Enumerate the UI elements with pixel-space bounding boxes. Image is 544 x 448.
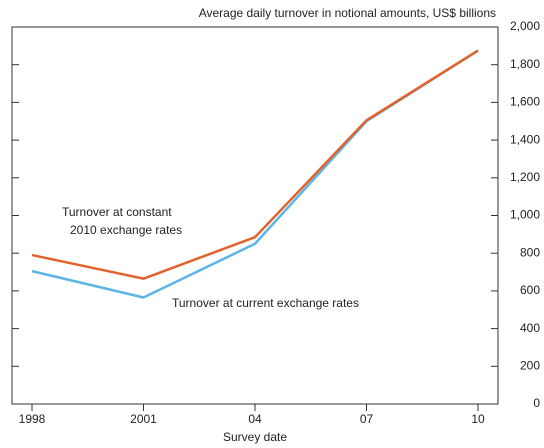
x-tick-label: 1998	[19, 412, 46, 426]
series-annotation: Turnover at constant	[62, 205, 172, 219]
y-tick-label: 1,200	[510, 170, 540, 184]
x-tick-label: 07	[360, 412, 374, 426]
y-tick-label: 200	[520, 358, 540, 372]
series-annotation: Turnover at current exchange rates	[172, 296, 359, 310]
y-tick-label: 1,400	[510, 132, 540, 146]
x-tick-label: 10	[471, 412, 485, 426]
series-annotation: 2010 exchange rates	[70, 223, 182, 237]
y-tick-label: 1,000	[510, 208, 540, 222]
x-tick-label: 2001	[130, 412, 157, 426]
y-tick-label: 0	[533, 396, 540, 410]
y-tick-label: 2,000	[510, 19, 540, 33]
x-tick-label: 04	[248, 412, 262, 426]
x-axis-label: Survey date	[223, 430, 287, 444]
series-line	[31, 49, 479, 299]
chart-title: Average daily turnover in notional amoun…	[199, 6, 496, 20]
y-tick-label: 600	[520, 283, 540, 297]
series-line	[31, 49, 479, 280]
y-tick-label: 1,800	[510, 57, 540, 71]
y-tick-label: 800	[520, 245, 540, 259]
y-tick-label: 1,600	[510, 95, 540, 109]
y-tick-label: 400	[520, 321, 540, 335]
